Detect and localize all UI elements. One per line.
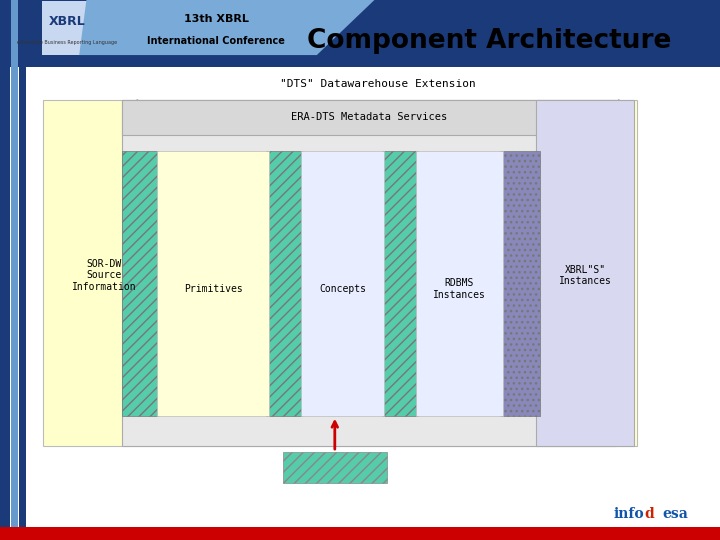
Bar [283,452,387,483]
Bar [500,151,540,416]
Text: International Conference: International Conference [147,36,285,46]
Bar [122,151,158,416]
Text: ERA-DTS Metadata Services: ERA-DTS Metadata Services [291,112,448,122]
Bar [266,151,302,416]
Bar [0,60,720,67]
Bar [122,100,616,446]
Text: esa: esa [662,507,688,521]
Bar [157,151,269,416]
Bar [42,1,121,55]
Bar [0,0,720,60]
Text: Component Architecture: Component Architecture [307,28,672,53]
Polygon shape [79,0,374,55]
Text: "DTS" Datawarehouse Extension: "DTS" Datawarehouse Extension [280,79,476,89]
Text: Primitives: Primitives [184,284,243,294]
Bar [382,151,418,416]
Text: d: d [644,507,654,521]
Text: XBRL"S"
Instances: XBRL"S" Instances [559,265,612,286]
Text: RDBMS
Instances: RDBMS Instances [433,278,486,300]
Bar [536,100,634,446]
Text: SOR-DW
Source
Information: SOR-DW Source Information [72,259,137,292]
Text: 13th XBRL: 13th XBRL [184,15,248,24]
Text: eXtensible Business Reporting Language: eXtensible Business Reporting Language [17,40,117,45]
Text: info: info [613,507,644,521]
Bar [301,151,384,416]
Bar [416,151,503,416]
Text: Concepts: Concepts [319,284,366,294]
Bar [0,526,720,540]
Bar [122,100,616,135]
Bar [11,0,18,540]
Text: XBRL: XBRL [48,15,86,28]
Bar [0,0,10,540]
Bar [43,100,637,446]
Bar [19,0,26,540]
